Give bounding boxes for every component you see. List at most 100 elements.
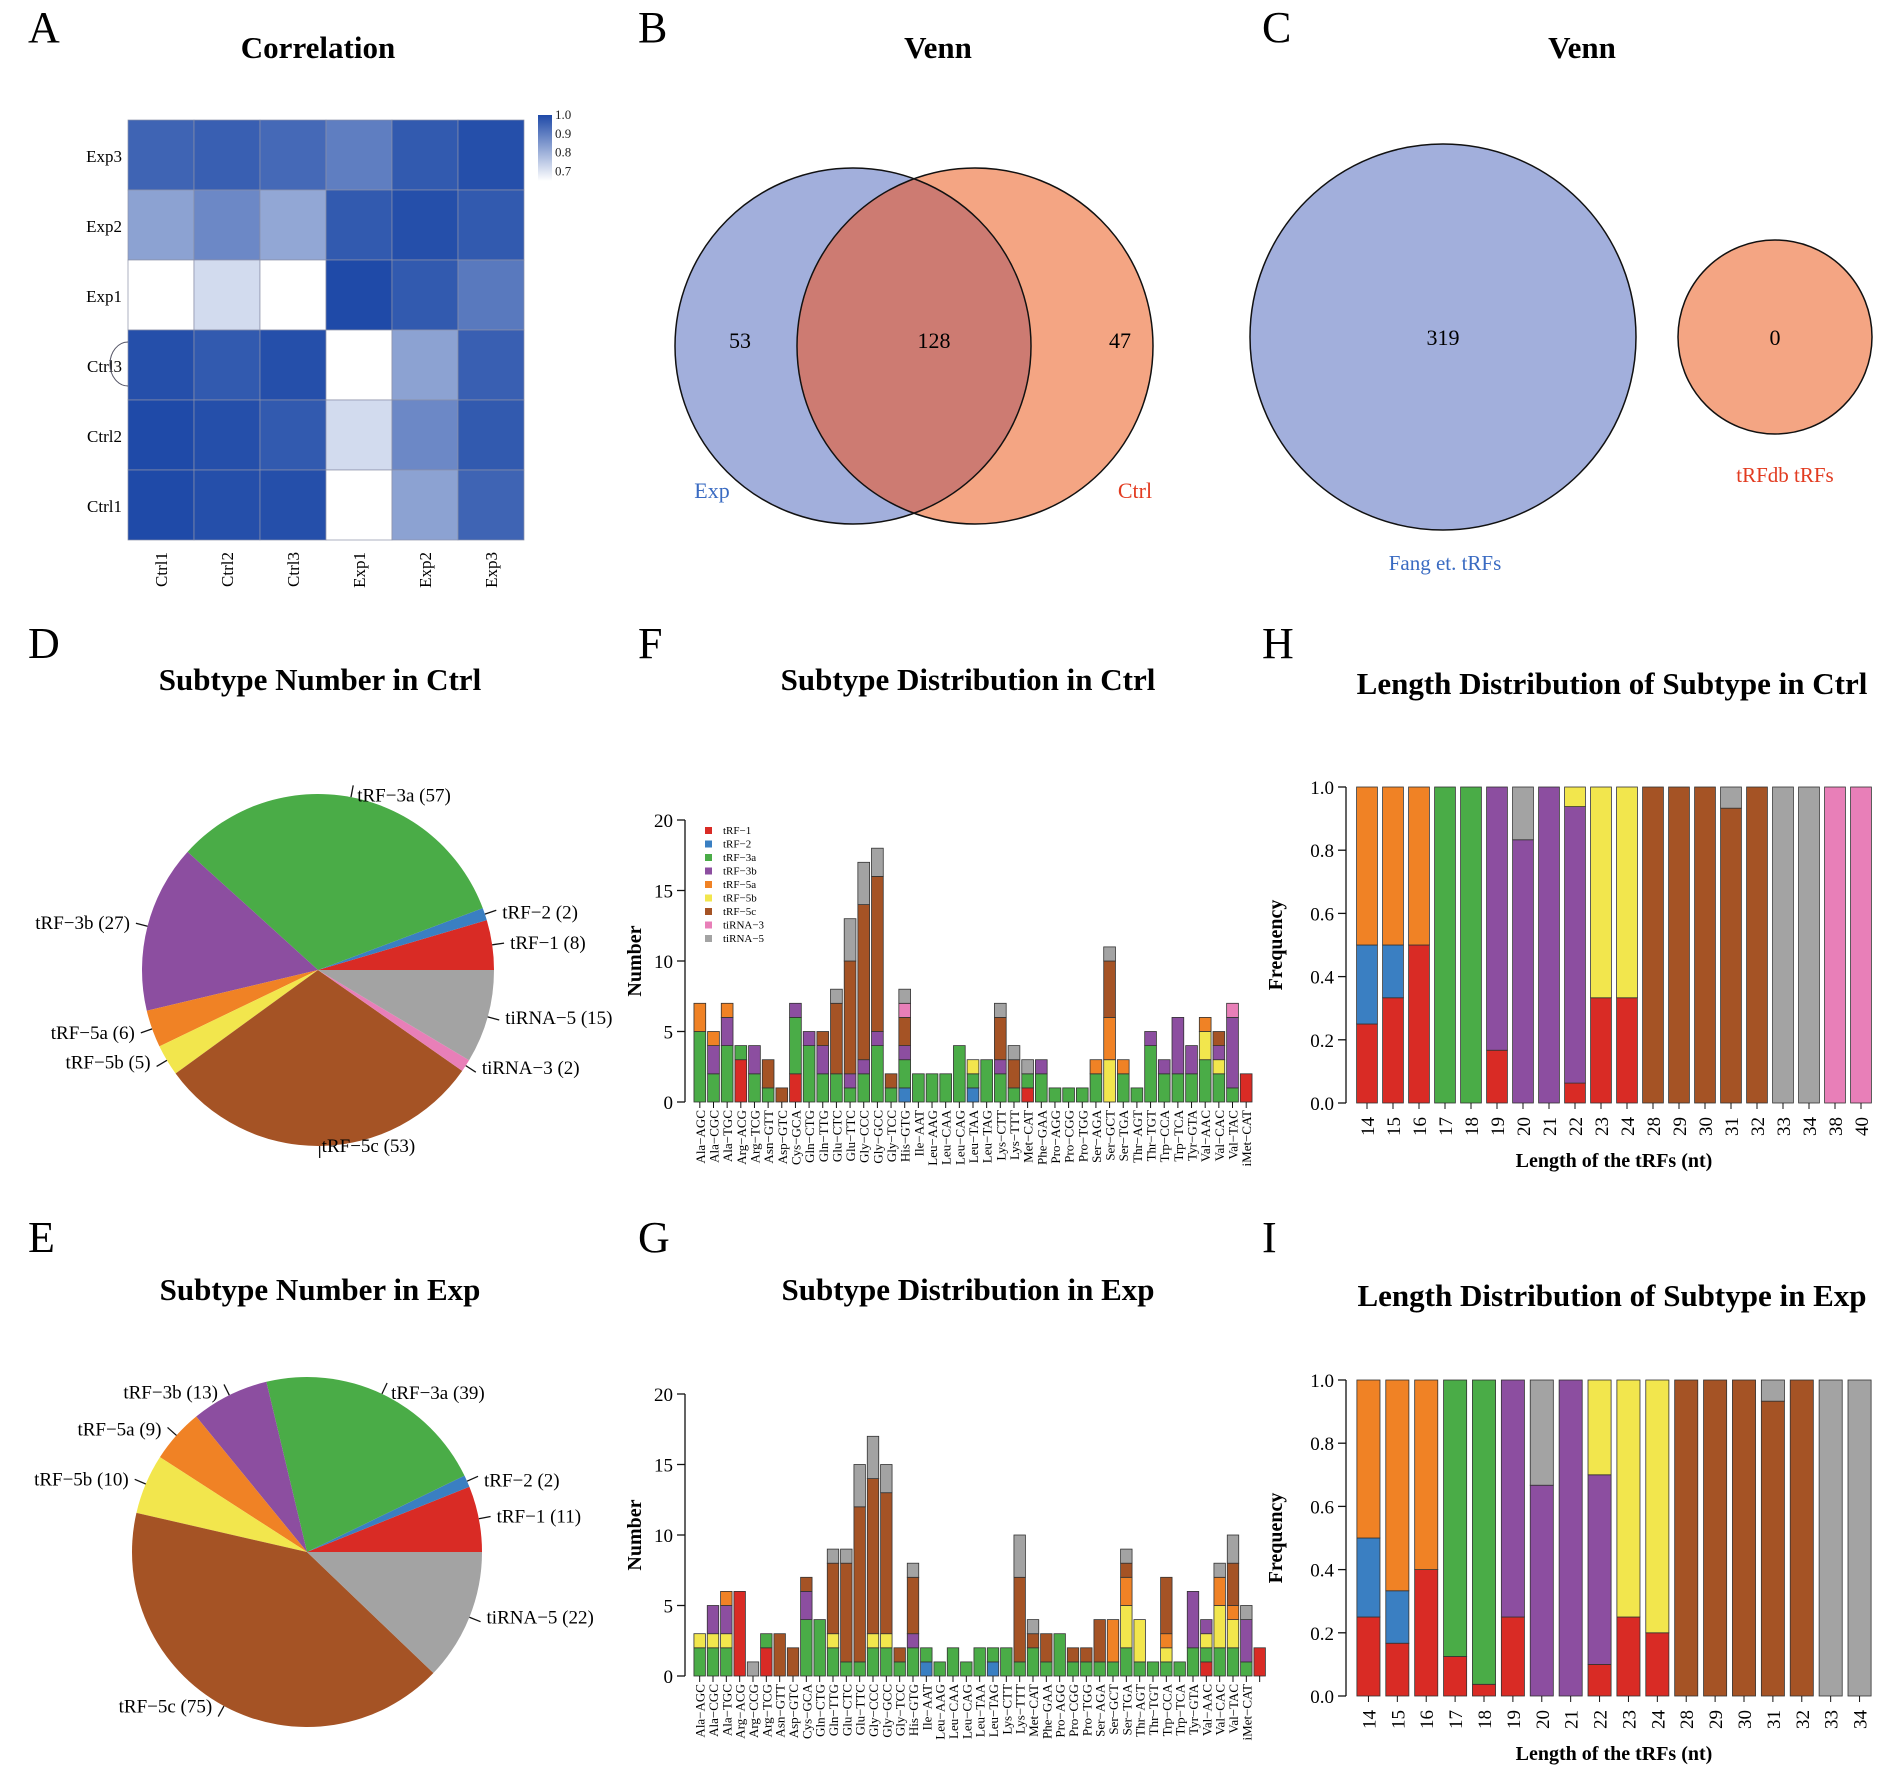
legend-swatch-trf-5a [705, 881, 712, 888]
bar-19-trf-3b [1486, 786, 1508, 1051]
xtick-label-glu-ttc: Glu−TTC [853, 1684, 868, 1735]
ytick-label-3: 0.6 [1310, 1497, 1334, 1518]
bar-gly-gcc-trf-3a [880, 1647, 893, 1677]
venn-b-overlap [797, 179, 1031, 513]
xtick-label-val-aac: Val−AAC [1198, 1110, 1213, 1162]
xtick-label-leu-aag: Leu−AAG [925, 1110, 940, 1166]
xtick-label-asn-gtt: Asn−GTT [773, 1684, 788, 1738]
bar-ala-tgc-trf-5b [720, 1633, 733, 1649]
xtick-label-arg-acg: Arg−ACG [734, 1110, 749, 1165]
bar-gly-gcc-trf-3a [871, 1045, 884, 1103]
heatmap-col-label-ctrl3: Ctrl3 [284, 552, 303, 587]
title-f: Subtype Distribution in Ctrl [781, 662, 1156, 697]
xtick-label-15: 15 [1384, 1117, 1405, 1136]
xtick-label-ile-aat: Ile−AAT [911, 1110, 926, 1156]
bar-trp-tca-trf-3a [1173, 1661, 1186, 1677]
bar-19-trf-3b [1500, 1379, 1525, 1618]
bar-pro-tgg-trf-3a [1075, 1087, 1089, 1103]
xtick-label-pro-tgg: Pro−TGG [1079, 1684, 1094, 1736]
legend-swatch-trf-3b [705, 867, 712, 875]
xtick-label-gln-ttg: Gln−TTG [826, 1684, 841, 1736]
heatmap-cell-ctrl3-ctrl3 [259, 329, 327, 401]
bar-gly-ccc-trf-3a [866, 1647, 880, 1677]
xtick-label-24: 24 [1618, 1117, 1639, 1137]
heatmap-cell-exp3-exp1 [325, 119, 393, 191]
xtick-label-trp-cca: Trp−CCA [1157, 1109, 1172, 1162]
bar-imet-cat-tirna-5 [1240, 1605, 1253, 1620]
ytick-label-2: 0.4 [1310, 968, 1334, 989]
panel-letter-g: G [638, 1213, 670, 1262]
bar-leu-taa-trf-3a [966, 1073, 980, 1089]
bar-arg-tcg-trf-3a [760, 1633, 773, 1649]
xtick-label-thr-tgt: Thr−TGT [1146, 1684, 1161, 1735]
bar-imet-cat-trf-1 [1239, 1073, 1253, 1103]
bar-thr-tgt-trf-3b [1144, 1031, 1157, 1046]
bar-glu-ctc-tirna-5 [830, 988, 843, 1004]
heatmap-row-label-ctrl1: Ctrl1 [87, 497, 122, 516]
bar-imet-cat-trf-3b [1240, 1619, 1253, 1663]
heatmap-row-label-exp1: Exp1 [86, 287, 122, 306]
xtick-label-32: 32 [1793, 1710, 1814, 1729]
heatmap-cell-exp1-ctrl1 [127, 259, 195, 331]
ytick-label-1: 5 [664, 1597, 674, 1618]
bar-gly-gcc-trf-5c [880, 1492, 893, 1635]
bar-thr-agt-trf-3a [1133, 1661, 1146, 1677]
bar-trp-cca-trf-3a [1160, 1661, 1173, 1677]
bar-pro-cgg-trf-5c [1066, 1647, 1080, 1663]
xtick-label-asp-gtc: Asp−GTC [786, 1684, 801, 1738]
bar-thr-tgt-trf-3a [1144, 1045, 1157, 1103]
bar-ala-cgc-trf-3b [706, 1605, 720, 1635]
bar-glu-ttc-tirna-5 [853, 1464, 866, 1508]
bar-ala-tgc-trf-3a [720, 1647, 733, 1677]
heatmap-cell-exp3-ctrl2 [193, 119, 261, 191]
heatmap-scale-tick-2: 0.8 [555, 145, 571, 160]
xtick-label-pro-cgg: Pro−CGG [1066, 1684, 1081, 1737]
heatmap-cell-exp3-ctrl1 [127, 119, 195, 191]
heatmap-col-label-exp3: Exp3 [482, 552, 501, 588]
pie-slice-trf-3a [266, 1377, 465, 1552]
bar-leu-taa-trf-3a [973, 1647, 986, 1677]
bar-phe-gaa-trf-3b [1035, 1059, 1048, 1075]
legend-swatch-trf-3a [705, 854, 712, 861]
pie-slice-trf-5b [136, 1457, 307, 1552]
xtick-label-30: 30 [1696, 1117, 1717, 1136]
bar-ala-agc-trf-5b [693, 1633, 706, 1649]
bar-30-trf-5c [1694, 786, 1716, 1104]
heatmap-col-label-ctrl2: Ctrl2 [218, 552, 237, 587]
bar-gln-ttg-trf-5c [826, 1562, 840, 1635]
pie-slice-trf-3b [196, 1381, 307, 1552]
bar-arg-tcg-trf-3a [748, 1073, 761, 1103]
bar-23-trf-1 [1616, 1616, 1641, 1697]
bar-28-trf-5c [1674, 1379, 1699, 1697]
bar-his-gtg-trf-3b [898, 1045, 911, 1061]
pie-slice-trf-5c [131, 1512, 434, 1727]
xtick-label-pro-agg: Pro−AGG [1048, 1110, 1063, 1164]
bar-29-trf-5c [1668, 786, 1690, 1104]
pie-tick-trf-2 [484, 909, 497, 915]
bar-21-trf-3b [1558, 1379, 1583, 1697]
xtick-label-15: 15 [1388, 1710, 1409, 1729]
heatmap-cell-exp1-ctrl2 [193, 259, 261, 331]
bar-20-tirna-5 [1512, 786, 1534, 841]
bar-his-gtg-trf-2 [898, 1087, 911, 1103]
pie-slice-trf-1 [318, 920, 494, 970]
bar-22-trf-1 [1564, 1082, 1586, 1104]
xtick-label-val-cac: Val−CAC [1213, 1684, 1228, 1735]
pie-label-trf-1: tRF−1 (11) [497, 1507, 581, 1528]
bar-14-trf-1 [1356, 1616, 1381, 1697]
title-i: Length Distribution of Subtype in Exp [1357, 1278, 1866, 1313]
xtick-label-arg-ccg: Arg−CCG [746, 1684, 761, 1738]
bar-leu-aag-trf-3a [925, 1073, 939, 1103]
bar-ser-gct-trf-5b [1103, 1059, 1116, 1103]
panel-letter-h: H [1262, 619, 1294, 668]
bar-ser-tga-trf-5a [1116, 1059, 1130, 1075]
heatmap-cell-ctrl2-exp3 [457, 399, 525, 471]
xtick-label-phe-gaa: Phe−GAA [1039, 1683, 1054, 1739]
xtick-label-gly-ccc: Gly−CCC [857, 1110, 872, 1163]
bar-31-trf-5c [1760, 1400, 1785, 1697]
bar-his-gtg-tirna-3 [898, 1002, 911, 1018]
bar-cys-gca-trf-1 [789, 1073, 802, 1103]
venn-c-trfdb-count: 0 [1770, 325, 1781, 350]
legend-swatch-trf-1 [705, 827, 712, 834]
xtick-label-ile-aat: Ile−AAT [919, 1684, 934, 1730]
